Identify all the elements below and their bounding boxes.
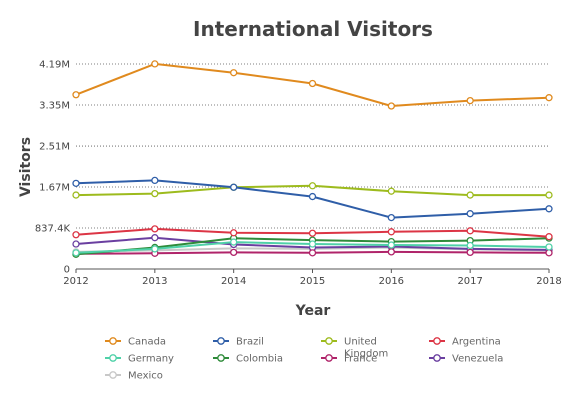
y-tick-label: 4.19M bbox=[39, 60, 70, 71]
legend-label: Germany bbox=[128, 354, 174, 365]
data-point-united-kingdom[interactable] bbox=[387, 187, 395, 195]
data-point-brazil[interactable] bbox=[230, 183, 238, 191]
x-tick-label: 2012 bbox=[63, 276, 88, 287]
data-point-united-kingdom[interactable] bbox=[545, 191, 553, 199]
legend[interactable]: Canada Brazil United Kingdom Argentina German… bbox=[105, 337, 503, 382]
legend-item-united-kingdom[interactable]: United Kingdom bbox=[321, 337, 388, 360]
data-point-germany[interactable] bbox=[387, 241, 395, 249]
data-point-france[interactable] bbox=[387, 248, 395, 256]
series-canada bbox=[72, 60, 553, 110]
legend-label: Colombia bbox=[236, 354, 283, 365]
data-point-germany[interactable] bbox=[545, 243, 553, 251]
series-brazil bbox=[72, 176, 553, 222]
data-point-brazil[interactable] bbox=[387, 213, 395, 222]
legend-label: Brazil bbox=[236, 337, 264, 348]
data-point-canada[interactable] bbox=[466, 96, 474, 105]
x-tick-label: 2013 bbox=[142, 276, 167, 287]
legend-item-mexico[interactable]: Mexico bbox=[105, 371, 163, 382]
data-point-argentina[interactable] bbox=[230, 229, 238, 237]
data-point-argentina[interactable] bbox=[545, 233, 553, 241]
y-axis-ticks: 0 837.4K 1.67M 2.51M 3.35M 4.19M bbox=[35, 60, 71, 276]
legend-item-colombia[interactable]: Colombia bbox=[213, 354, 283, 365]
data-point-france[interactable] bbox=[545, 249, 553, 257]
series-germany bbox=[72, 238, 553, 257]
plot-area bbox=[72, 60, 553, 258]
data-point-united-kingdom[interactable] bbox=[466, 191, 474, 199]
x-axis-title: Year bbox=[295, 303, 331, 319]
data-point-canada[interactable] bbox=[151, 60, 159, 68]
data-point-united-kingdom[interactable] bbox=[308, 182, 317, 190]
legend-item-germany[interactable]: Germany bbox=[105, 354, 174, 365]
data-point-argentina[interactable] bbox=[387, 228, 395, 236]
chart-title: International Visitors bbox=[193, 17, 433, 41]
legend-label: France bbox=[344, 354, 377, 365]
legend-swatch-marker bbox=[433, 337, 441, 345]
legend-label: Mexico bbox=[128, 371, 163, 382]
legend-swatch-marker bbox=[109, 371, 117, 379]
data-point-brazil[interactable] bbox=[545, 205, 553, 213]
data-point-brazil[interactable] bbox=[151, 176, 159, 185]
data-point-germany[interactable] bbox=[72, 249, 80, 257]
data-point-venezuela[interactable] bbox=[72, 240, 80, 248]
x-tick-label: 2017 bbox=[457, 276, 482, 287]
legend-swatch-marker bbox=[217, 337, 225, 345]
y-tick-label: 1.67M bbox=[39, 183, 70, 194]
y-axis-title: Visitors bbox=[18, 137, 34, 197]
y-tick-label: 2.51M bbox=[39, 142, 70, 153]
x-tick-label: 2016 bbox=[379, 276, 404, 287]
legend-item-venezuela[interactable]: Venezuela bbox=[429, 354, 503, 365]
y-tick-label: 837.4K bbox=[35, 224, 71, 235]
legend-swatch-marker bbox=[109, 337, 117, 345]
legend-label: Venezuela bbox=[452, 354, 503, 365]
y-tick-label: 0 bbox=[64, 265, 70, 276]
series-united-kingdom bbox=[72, 182, 553, 199]
data-point-germany[interactable] bbox=[230, 238, 238, 246]
data-point-canada[interactable] bbox=[387, 102, 395, 110]
data-point-france[interactable] bbox=[466, 248, 474, 257]
data-point-germany[interactable] bbox=[151, 245, 159, 253]
data-point-brazil[interactable] bbox=[308, 192, 317, 201]
data-point-canada[interactable] bbox=[308, 79, 317, 88]
legend-swatch-marker bbox=[325, 337, 333, 345]
data-point-brazil[interactable] bbox=[72, 179, 80, 187]
legend-swatch-marker bbox=[109, 354, 117, 362]
x-axis-ticks: 2012 2013 2014 2015 2016 2017 2018 bbox=[63, 269, 562, 287]
data-point-argentina[interactable] bbox=[72, 231, 80, 239]
data-point-germany[interactable] bbox=[308, 240, 317, 248]
legend-item-france[interactable]: France bbox=[321, 354, 377, 365]
data-point-argentina[interactable] bbox=[466, 227, 474, 235]
data-point-france[interactable] bbox=[230, 248, 238, 257]
legend-item-argentina[interactable]: Argentina bbox=[429, 337, 501, 348]
series-argentina bbox=[72, 225, 553, 241]
data-point-argentina[interactable] bbox=[308, 229, 317, 237]
data-point-canada[interactable] bbox=[230, 69, 238, 77]
data-point-argentina[interactable] bbox=[151, 225, 159, 233]
data-point-united-kingdom[interactable] bbox=[72, 191, 80, 199]
data-point-venezuela[interactable] bbox=[151, 234, 159, 242]
x-tick-label: 2018 bbox=[536, 276, 561, 287]
legend-label: Argentina bbox=[452, 337, 501, 348]
legend-swatch-marker bbox=[325, 354, 333, 362]
legend-item-brazil[interactable]: Brazil bbox=[213, 337, 264, 348]
data-point-brazil[interactable] bbox=[466, 210, 474, 218]
data-point-united-kingdom[interactable] bbox=[151, 189, 159, 198]
legend-swatch-marker bbox=[433, 354, 441, 362]
y-tick-label: 3.35M bbox=[39, 101, 70, 112]
x-tick-label: 2014 bbox=[221, 276, 246, 287]
data-point-france[interactable] bbox=[308, 249, 317, 257]
legend-label: Canada bbox=[128, 337, 166, 348]
x-tick-label: 2015 bbox=[300, 276, 325, 287]
legend-swatch-marker bbox=[217, 354, 225, 362]
data-point-canada[interactable] bbox=[72, 91, 80, 99]
data-point-germany[interactable] bbox=[466, 241, 474, 250]
data-point-canada[interactable] bbox=[545, 94, 553, 102]
legend-item-canada[interactable]: Canada bbox=[105, 337, 166, 348]
legend-label: United Kingdom bbox=[344, 337, 388, 360]
